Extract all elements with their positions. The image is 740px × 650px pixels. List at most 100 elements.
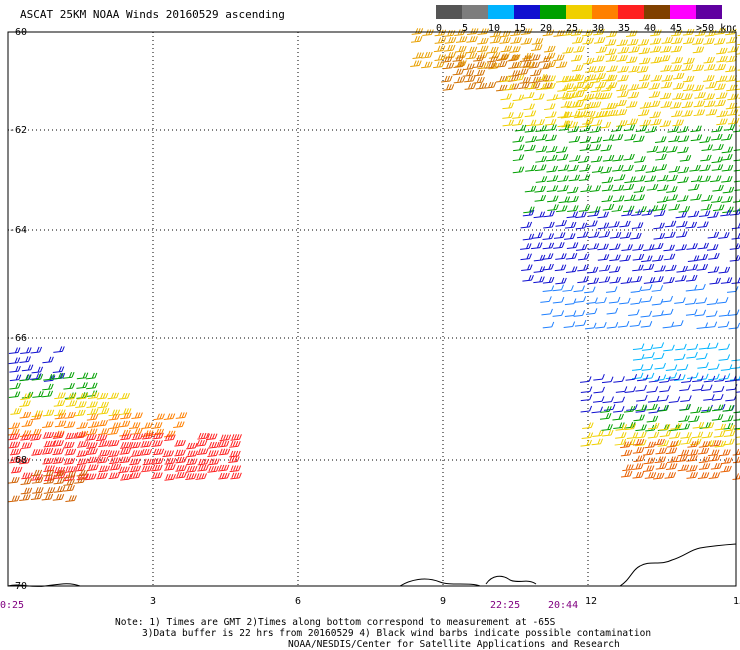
wind-barb [669,374,682,381]
wind-barb [41,390,54,398]
wind-barb [484,62,497,69]
wind-barb [555,75,568,83]
wind-barb [475,82,488,90]
wind-barb [577,76,590,84]
wind-barb [64,412,76,419]
wind-barb [678,423,691,431]
wind-barb [674,353,686,361]
wind-barb [42,383,54,391]
wind-barb [597,211,609,219]
wind-barb [617,320,630,328]
coastline [7,543,737,587]
wind-barb [601,376,614,384]
wind-barb [648,100,661,108]
wind-barb [580,386,593,394]
wind-barb [721,133,733,141]
wind-barb [640,295,653,303]
wind-barb [164,464,176,471]
wind-barb [665,447,678,455]
wind-barb [624,194,636,202]
wind-barb [568,174,581,182]
wind-barb [539,62,551,70]
wind-barb [613,174,626,181]
wind-barb [205,433,218,441]
wind-barb [712,204,725,212]
wind-barb [603,404,616,411]
wind-barb [589,144,602,151]
wind-barb [582,37,594,45]
wind-barb [564,298,577,306]
wind-barb [718,266,731,274]
wind-barb [129,472,141,480]
wind-barb [659,430,672,438]
wind-barb [455,45,467,53]
wind-barb [627,84,640,91]
wind-barb [609,266,621,273]
wind-barb [552,284,564,292]
wind-barb [591,406,603,414]
wind-barb [612,154,624,162]
wind-barb [718,310,731,317]
wind-barb [53,466,66,474]
wind-barb [186,458,198,466]
wind-barb [735,443,740,445]
wind-barb [620,449,633,457]
wind-barb [612,184,624,192]
wind-barb [606,65,618,73]
wind-barb [533,254,546,262]
wind-barb [591,166,604,173]
wind-barb [707,211,719,219]
wind-barb [623,124,636,132]
wind-barb [564,310,577,317]
wind-barb [20,487,33,495]
wind-barb [688,415,700,423]
wind-barb [725,28,737,36]
wind-barb [647,395,660,403]
wind-barb [613,376,625,383]
wind-barb [486,55,499,63]
wind-barb [620,441,632,449]
wind-barb [692,38,704,45]
wind-barb [97,407,110,415]
wind-barb [660,65,672,72]
wind-barb [580,439,592,447]
wind-barb [602,134,615,142]
wind-barb [568,73,581,81]
wind-barb [708,449,720,457]
wind-barb [716,47,728,55]
wind-barb [466,28,479,35]
wind-barb [151,464,163,472]
wind-barb [553,232,566,239]
wind-barb [52,494,65,501]
wind-barb [654,362,666,370]
wind-barb [651,285,664,292]
wind-barb [552,296,565,304]
wind-barb [629,320,642,327]
wind-barb [599,121,612,129]
wind-barb [676,126,689,133]
wind-barb [666,194,678,202]
wind-barb [648,91,661,98]
wind-barb [667,125,679,133]
wind-barb [604,39,617,46]
wind-barb [129,458,141,466]
wind-barb [441,75,453,83]
wind-barb [605,82,618,89]
wind-barb [619,297,631,305]
wind-barb [175,465,187,472]
wind-barb [617,66,629,73]
wind-barb [584,110,596,118]
wind-barb [661,295,674,303]
wind-barb [674,297,686,304]
wind-barb [624,134,636,141]
wind-barb [8,347,21,355]
wind-barb [711,164,724,171]
colorbar-label: 25 [566,23,578,34]
wind-barb [64,393,77,401]
wind-barb [700,203,713,211]
wind-barb [513,144,525,152]
colorbar-swatch [540,5,566,19]
wind-barb [620,277,633,284]
note-line-2: 3)Data buffer is 22 hrs from 20160529 4)… [142,628,652,639]
wind-barb [542,233,555,240]
